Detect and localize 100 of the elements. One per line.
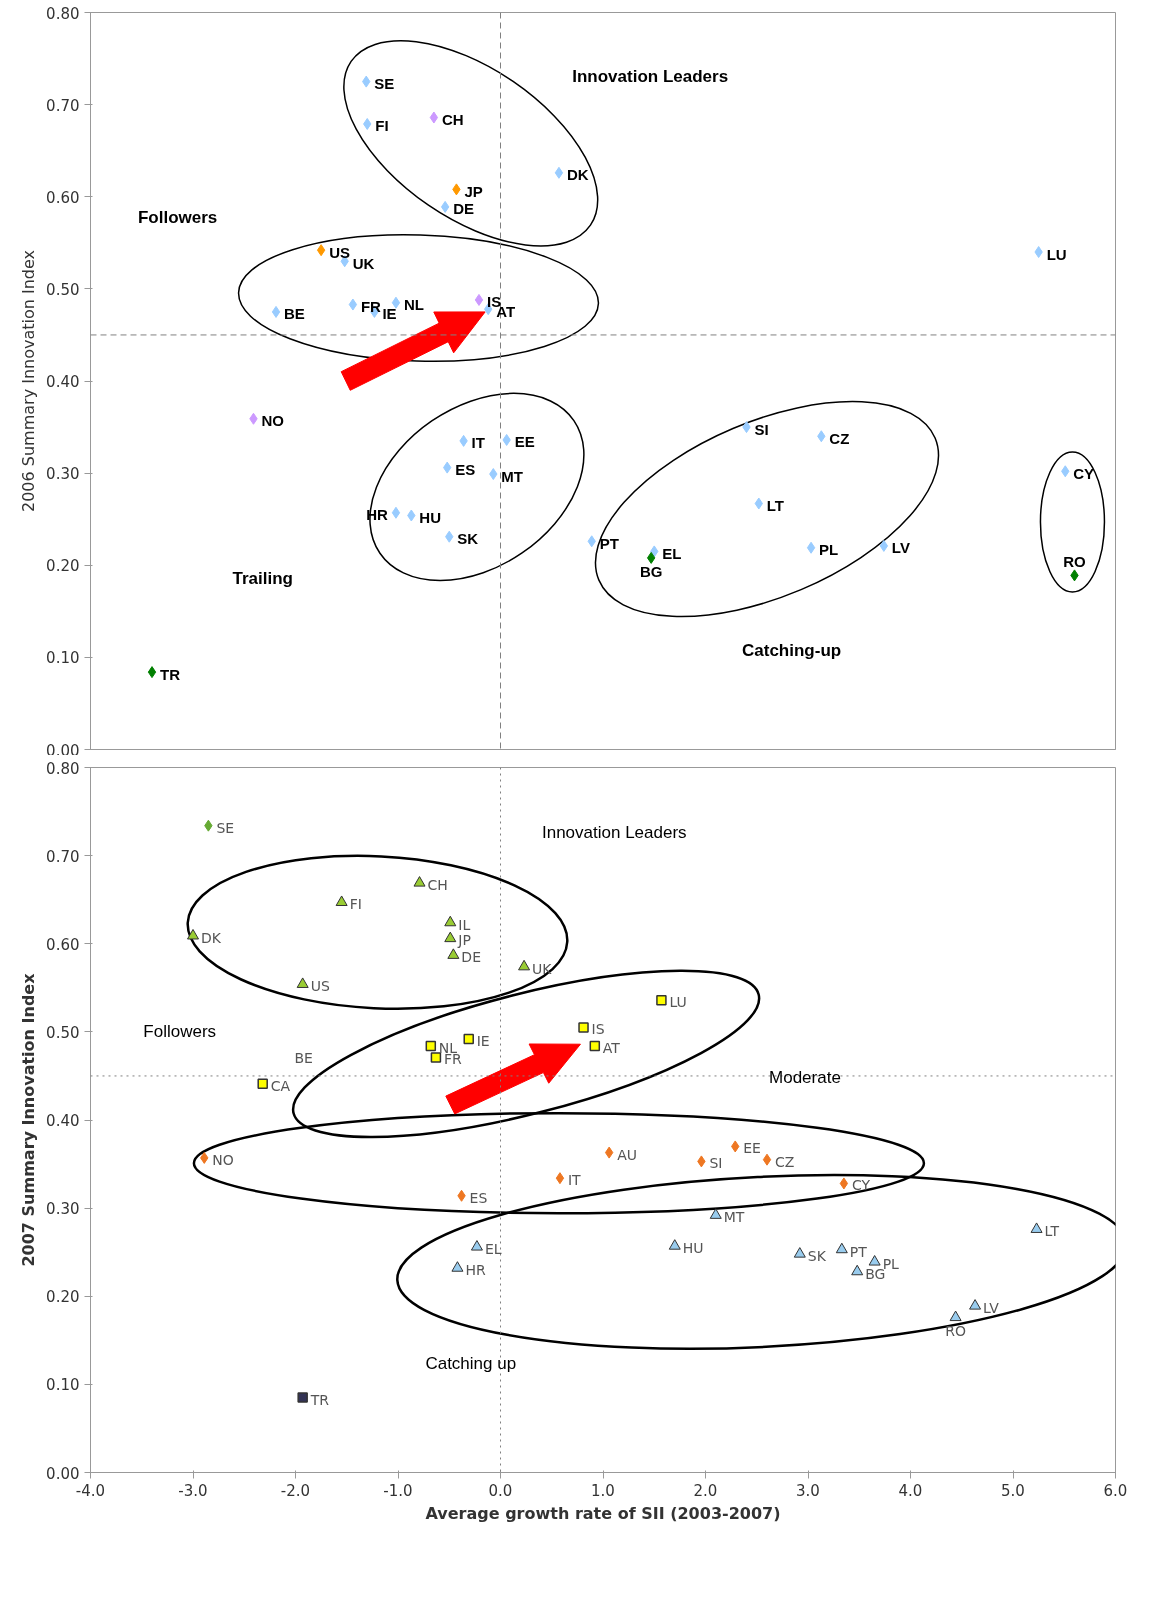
annotation: PT — [599, 534, 619, 552]
annotation: IE — [382, 305, 397, 323]
annotation: SK — [457, 530, 479, 548]
annotation: CH — [441, 111, 464, 129]
annotation: HU — [419, 509, 441, 526]
annotation: HU — [682, 1240, 704, 1257]
annotation: DE — [461, 949, 481, 966]
annotation: IT — [567, 1172, 582, 1189]
y-tick-label: 0.20 — [46, 1288, 80, 1307]
y-tick-label: 0.50 — [46, 1023, 80, 1042]
annotation: BE — [294, 1050, 313, 1067]
y-tick-label: 0.80 — [46, 759, 80, 778]
annotation: ES — [455, 461, 476, 479]
annotation: MT — [723, 1209, 745, 1226]
y-tick-label: 0.40 — [46, 1112, 80, 1130]
annotation: RO — [1063, 552, 1087, 570]
annotation: IE — [476, 1032, 490, 1049]
y-tick-label: 0.30 — [46, 465, 80, 484]
y-axis-title: 2007 Summary Innovation Index — [19, 972, 39, 1267]
annotation: US — [310, 978, 330, 995]
annotation: JP — [464, 182, 483, 200]
annotation: CH — [427, 876, 448, 893]
x-tick-label: -2.0 — [280, 1481, 311, 1500]
annotation: DK — [201, 929, 222, 946]
annotation: BE — [284, 305, 305, 323]
annotation: SE — [374, 75, 395, 93]
annotation: CZ — [829, 429, 850, 447]
x-tick-label: -4.0 — [75, 1481, 106, 1500]
annotation: IT — [471, 434, 485, 452]
annotation: IL — [458, 916, 471, 933]
annotation: PL — [819, 541, 839, 559]
annotation: UK — [352, 254, 375, 272]
annotation: US — [329, 243, 350, 261]
x-axis-title: Average growth rate of SII (2003-2007) — [425, 1503, 781, 1523]
annotation: NO — [261, 412, 285, 430]
annotation: TR — [309, 1391, 330, 1408]
x-tick-label: 6.0 — [1103, 1481, 1128, 1500]
x-tick-label: 0.0 — [488, 1481, 513, 1500]
annotation: LU — [1046, 245, 1067, 263]
y-tick-label: 0.70 — [46, 96, 80, 115]
annotation: NO — [212, 1151, 234, 1168]
y-tick-label: 0.70 — [46, 847, 80, 866]
annotation: CY — [1073, 464, 1095, 482]
annotation: Trailing — [232, 568, 293, 588]
annotation: LT — [1044, 1223, 1060, 1240]
annotation: NL — [403, 296, 424, 314]
annotation: LV — [891, 539, 910, 557]
annotation: DE — [453, 200, 474, 218]
x-tick-label: 1.0 — [591, 1481, 615, 1500]
annotation: PT — [849, 1243, 868, 1260]
y-tick-label: 0.00 — [46, 741, 80, 760]
annotation: EL — [484, 1240, 502, 1257]
annotation: BG — [639, 563, 663, 581]
annotation: Innovation Leaders — [572, 66, 729, 86]
annotation: LV — [983, 1299, 1000, 1316]
annotation: EE — [743, 1140, 761, 1157]
annotation: AT — [602, 1039, 621, 1056]
annotation: ES — [469, 1189, 488, 1206]
y-tick-label: 0.80 — [46, 4, 80, 23]
annotation: CZ — [775, 1153, 795, 1170]
annotation: HR — [465, 1262, 486, 1279]
y-tick-label: 0.40 — [46, 373, 80, 391]
annotation: UK — [532, 960, 553, 977]
annotation: Catching up — [425, 1353, 517, 1373]
x-tick-label: -3.0 — [178, 1481, 208, 1500]
annotation: FR — [360, 298, 382, 316]
annotation: Moderate — [769, 1068, 841, 1088]
y-axis-title: 2006 Summary Innovation Index — [19, 249, 39, 513]
annotation: SI — [754, 420, 769, 438]
annotation: Innovation Leaders — [541, 823, 687, 843]
x-tick-label: 5.0 — [1001, 1481, 1025, 1500]
y-tick-label: 0.60 — [46, 188, 80, 207]
annotation: SE — [216, 819, 235, 836]
annotation: LT — [766, 497, 785, 515]
annotation: FI — [375, 117, 389, 135]
x-tick-label: -1.0 — [383, 1481, 413, 1500]
annotation: JP — [457, 932, 471, 949]
x-tick-label: 2.0 — [693, 1481, 718, 1500]
annotation: EE — [514, 433, 535, 451]
annotation: SI — [709, 1155, 723, 1172]
x-tick-label: 4.0 — [898, 1481, 923, 1500]
annotation: TR — [160, 665, 181, 683]
annotation: SK — [807, 1247, 827, 1264]
annotation: Catching-up — [742, 640, 842, 660]
annotation: MT — [501, 467, 523, 485]
annotation: CY — [851, 1177, 871, 1194]
annotation: DK — [566, 166, 589, 184]
y-tick-label: 0.10 — [46, 649, 80, 668]
annotation: EL — [662, 544, 682, 562]
annotation: LU — [669, 994, 687, 1011]
y-tick-label: 0.60 — [46, 935, 80, 954]
y-tick-label: 0.10 — [46, 1376, 80, 1395]
y-tick-label: 0.50 — [46, 280, 80, 299]
annotation: Followers — [137, 208, 218, 228]
annotation: AU — [617, 1146, 637, 1163]
annotation: RO — [945, 1323, 966, 1340]
y-tick-label: 0.20 — [46, 557, 80, 576]
annotation: CA — [270, 1077, 291, 1094]
y-tick-label: 0.00 — [46, 1464, 80, 1483]
x-tick-label: 3.0 — [796, 1481, 820, 1500]
